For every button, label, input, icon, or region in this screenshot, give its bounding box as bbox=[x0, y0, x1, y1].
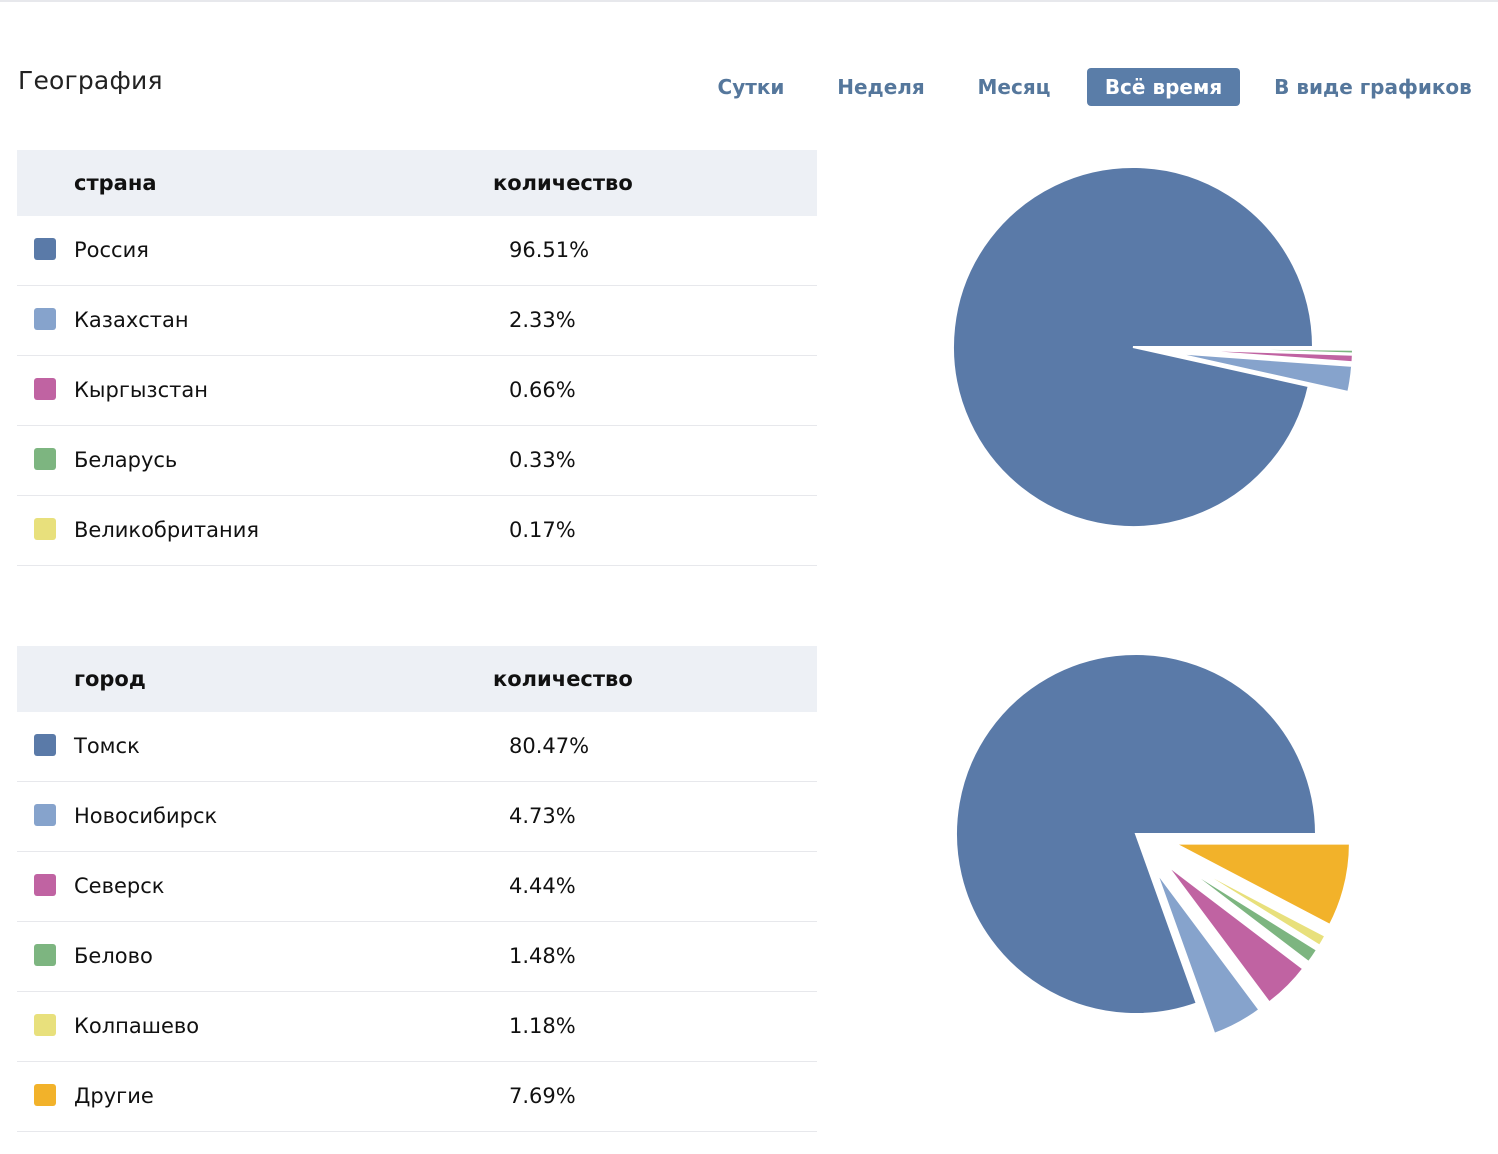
city-share: 1.48% bbox=[509, 944, 576, 968]
country-name: Кыргызстан bbox=[74, 378, 208, 402]
country-name: Великобритания bbox=[74, 518, 259, 542]
city-share: 1.18% bbox=[509, 1014, 576, 1038]
legend-swatch bbox=[34, 448, 56, 470]
table-header: город количество bbox=[17, 646, 817, 712]
country-pie-chart bbox=[952, 166, 1354, 528]
legend-swatch bbox=[34, 874, 56, 896]
country-table: страна количество Россия 96.51% Казахста… bbox=[17, 150, 817, 566]
city-share: 80.47% bbox=[509, 734, 590, 758]
pie-slice-5 bbox=[1170, 840, 1353, 929]
legend-swatch bbox=[34, 1084, 56, 1106]
tab-week[interactable]: Неделя bbox=[837, 75, 925, 99]
tab-as-charts[interactable]: В виде графиков bbox=[1274, 75, 1472, 99]
table-row: Томск 80.47% bbox=[17, 712, 817, 782]
city-share: 4.73% bbox=[509, 804, 576, 828]
city-name: Колпашево bbox=[74, 1014, 200, 1038]
legend-swatch bbox=[34, 1014, 56, 1036]
legend-swatch bbox=[34, 944, 56, 966]
city-share: 7.69% bbox=[509, 1084, 576, 1108]
pie-slice-2 bbox=[1172, 348, 1354, 364]
table-row: Кыргызстан 0.66% bbox=[17, 356, 817, 426]
pie-slice-0 bbox=[955, 653, 1318, 1015]
country-share: 0.17% bbox=[509, 518, 576, 542]
column-header-city[interactable]: город bbox=[74, 667, 146, 691]
table-row: Россия 96.51% bbox=[17, 216, 817, 286]
legend-swatch bbox=[34, 734, 56, 756]
city-name: Белово bbox=[74, 944, 153, 968]
city-name: Томск bbox=[74, 734, 140, 758]
period-tabs: Сутки Неделя Месяц Всё время В виде граф… bbox=[0, 68, 1498, 106]
pie-slice-1 bbox=[1172, 351, 1354, 394]
legend-swatch bbox=[34, 238, 56, 260]
table-row: Белово 1.48% bbox=[17, 922, 817, 992]
table-row: Другие 7.69% bbox=[17, 1062, 817, 1132]
city-pie-chart bbox=[955, 653, 1353, 1038]
table-row: Великобритания 0.17% bbox=[17, 496, 817, 566]
legend-swatch bbox=[34, 308, 56, 330]
city-name: Другие bbox=[74, 1084, 154, 1108]
pie-slice-3 bbox=[1164, 852, 1322, 967]
table-row: Новосибирск 4.73% bbox=[17, 782, 817, 852]
legend-swatch bbox=[34, 518, 56, 540]
table-row: Северск 4.44% bbox=[17, 852, 817, 922]
table-header: страна количество bbox=[17, 150, 817, 216]
legend-swatch bbox=[34, 378, 56, 400]
tab-all-time[interactable]: Всё время bbox=[1087, 68, 1240, 106]
column-header-country[interactable]: страна bbox=[74, 171, 157, 195]
legend-swatch bbox=[34, 804, 56, 826]
pie-slice-3 bbox=[1172, 346, 1354, 355]
city-name: Новосибирск bbox=[74, 804, 218, 828]
country-share: 0.33% bbox=[509, 448, 576, 472]
tab-day[interactable]: Сутки bbox=[717, 75, 785, 99]
country-share: 0.66% bbox=[509, 378, 576, 402]
city-share: 4.44% bbox=[509, 874, 576, 898]
table-row: Колпашево 1.18% bbox=[17, 992, 817, 1062]
city-table: город количество Томск 80.47% Новосибирс… bbox=[17, 646, 817, 1132]
pie-slice-2 bbox=[1159, 857, 1308, 1007]
column-header-count[interactable]: количество bbox=[493, 667, 633, 691]
pie-slice-0 bbox=[952, 166, 1315, 528]
country-name: Россия bbox=[74, 238, 149, 262]
table-row: Беларусь 0.33% bbox=[17, 426, 817, 496]
column-header-count[interactable]: количество bbox=[493, 171, 633, 195]
city-name: Северск bbox=[74, 874, 165, 898]
country-name: Казахстан bbox=[74, 308, 189, 332]
tab-month[interactable]: Месяц bbox=[977, 75, 1051, 99]
pie-slice-1 bbox=[1151, 864, 1264, 1038]
country-share: 2.33% bbox=[509, 308, 576, 332]
pie-slice-4 bbox=[1166, 850, 1330, 950]
top-divider bbox=[0, 0, 1498, 2]
country-share: 96.51% bbox=[509, 238, 590, 262]
country-name: Беларусь bbox=[74, 448, 178, 472]
table-row: Казахстан 2.33% bbox=[17, 286, 817, 356]
page-title: География bbox=[18, 66, 163, 95]
